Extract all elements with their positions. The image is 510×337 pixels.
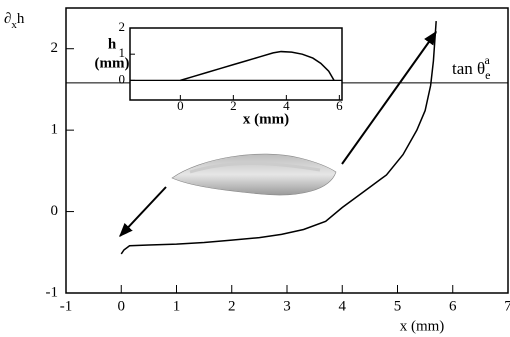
y-tick-label: 2 <box>119 19 126 34</box>
y-tick-label: 2 <box>51 40 59 56</box>
y-tick-label: 1 <box>51 122 59 138</box>
annotation-text: tan θ <box>452 59 485 78</box>
data-line <box>180 50 335 82</box>
x-axis-label: x (mm) <box>400 318 445 334</box>
x-tick-label: 5 <box>394 298 402 314</box>
x-tick-label: 2 <box>228 298 236 314</box>
droplet-image <box>171 153 337 196</box>
x-tick-label: 2 <box>230 98 237 113</box>
x-tick-label: 7 <box>504 298 510 314</box>
arrow <box>119 186 167 238</box>
y-axis-label: ∂xh <box>4 11 25 30</box>
plot-frame <box>129 27 343 101</box>
x-tick-label: 3 <box>283 298 291 314</box>
annotation: tan θea <box>452 53 491 82</box>
droplet-highlight <box>189 162 321 174</box>
x-tick-label: 0 <box>118 298 126 314</box>
annotation-sub: e <box>485 68 490 82</box>
y-axis-label: h <box>108 36 117 52</box>
x-tick-label: 6 <box>336 98 343 113</box>
x-tick-label: 6 <box>449 298 457 314</box>
y-tick-label: -1 <box>46 284 59 300</box>
y-tick-label: 0 <box>51 203 59 219</box>
y-label-base: ∂ <box>4 11 11 27</box>
y-label-sub: x <box>11 19 17 31</box>
inset-plot: 0 2 4 6 0 1 2 x (mm) h (mm) <box>95 19 344 127</box>
data-line <box>120 20 437 255</box>
x-axis-label: x (mm) <box>243 111 289 127</box>
annotation-sup: a <box>485 53 491 67</box>
y-axis-label: (mm) <box>95 55 130 71</box>
x-tick-label: 4 <box>339 298 347 314</box>
arrow <box>341 30 437 165</box>
x-tick-label: 1 <box>173 298 181 314</box>
x-tick-label: -1 <box>60 298 73 314</box>
y-tick-label: 0 <box>119 71 126 86</box>
y-label-rest: h <box>17 11 25 27</box>
y-tick-label: 1 <box>119 45 126 60</box>
x-tick-label: 0 <box>177 98 184 113</box>
x-tick-label: 4 <box>283 98 290 113</box>
